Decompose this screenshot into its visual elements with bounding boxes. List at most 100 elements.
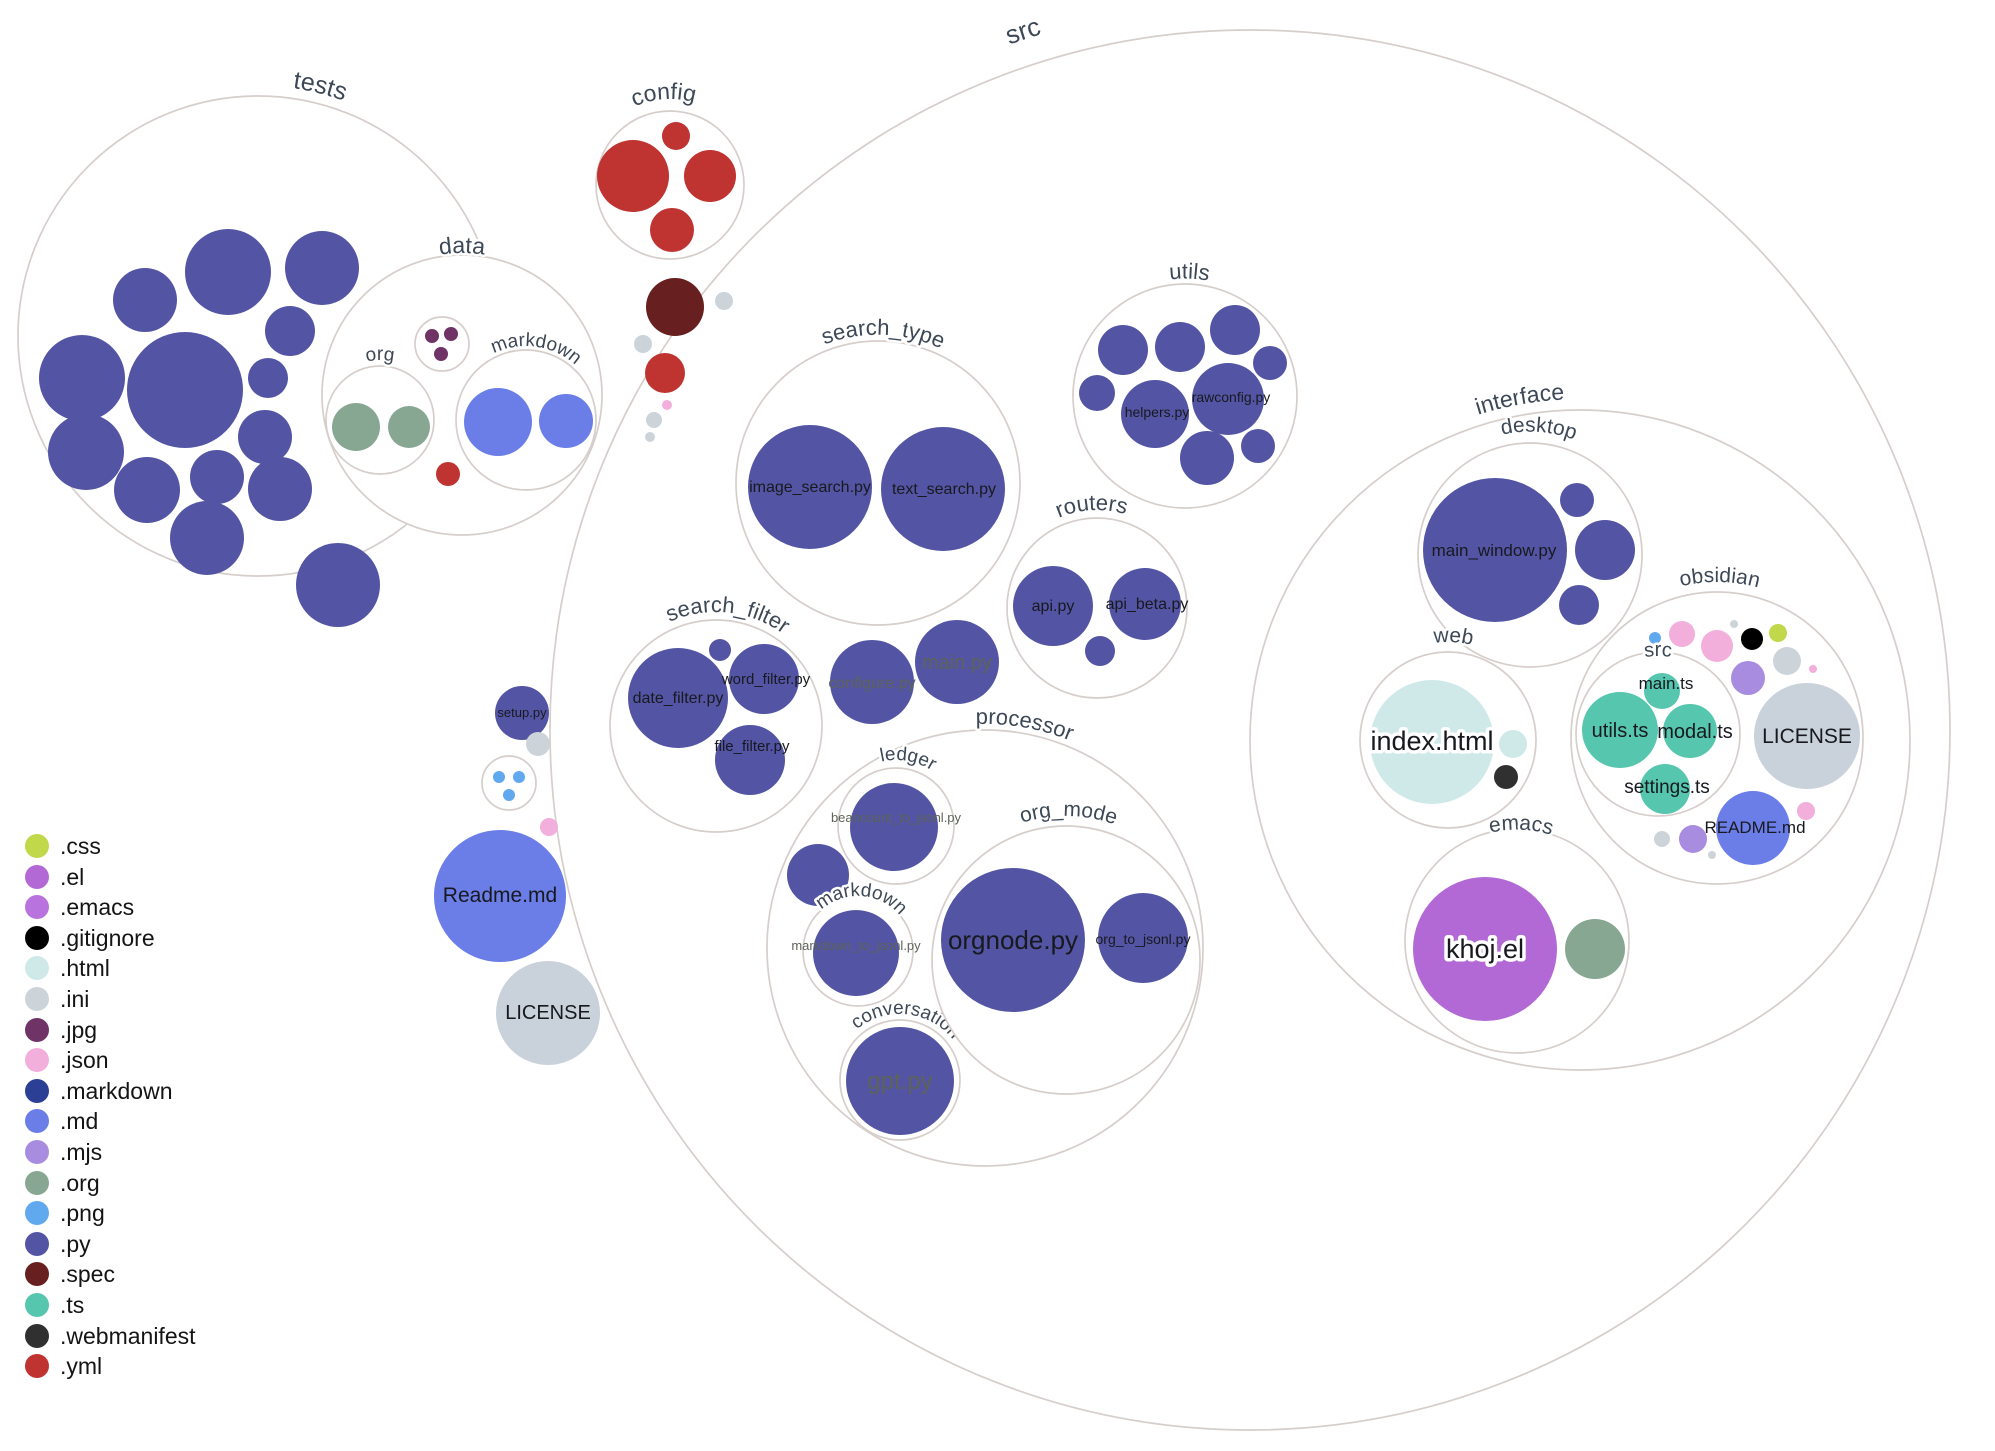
folder-src-label: src [999, 8, 1046, 52]
yml-file-circle [436, 462, 460, 486]
py-file-circle [1013, 566, 1093, 646]
py-file-circle [1192, 363, 1264, 435]
file-text-search-label: text_search.py [892, 481, 996, 498]
ini-file-circle [1708, 851, 1716, 859]
py-file-circle [830, 640, 914, 724]
py-file-circle [787, 844, 849, 906]
legend-swatch-css-icon [25, 834, 49, 858]
mjs-file-circle [1679, 825, 1707, 853]
file-configure-label: configure.py [828, 675, 915, 692]
svg-text:utils: utils [1168, 258, 1211, 285]
file-main-window-label: main_window.py [1432, 541, 1557, 560]
folder-data: org markdown data [321, 229, 603, 536]
ini-file-circle [645, 432, 655, 442]
folder-data-org-label: org [362, 341, 399, 368]
legend-label-spec: .spec [60, 1261, 115, 1287]
folder-routers: api.py api_beta.py routers [1006, 487, 1188, 699]
folder-utils-label: utils [1166, 256, 1214, 288]
md-file-circle [464, 388, 532, 456]
py-file-circle [495, 686, 549, 740]
folder-obsidian: LICENSE README.md main.ts utils.ts modal… [1570, 561, 1864, 885]
folder-interface: interface main_window.py desktop index.h… [1249, 376, 1911, 1071]
org-file-circle [388, 406, 430, 448]
py-file-circle [238, 410, 292, 464]
file-khoj-el-label: khoj.el [1446, 934, 1524, 964]
folder-src: src configure.py main.py image_search.py… [549, 8, 1951, 1431]
py-file-circle [1079, 375, 1115, 411]
file-word-filter-label: word_filter.py [721, 671, 811, 688]
folder-web: index.html web [1359, 621, 1537, 829]
license-file-circle [1754, 683, 1860, 789]
json-file-circle [1669, 621, 1695, 647]
py-file-circle [190, 450, 244, 504]
py-file-circle [114, 457, 180, 523]
org-file-circle [332, 403, 380, 451]
py-file-circle [39, 335, 125, 421]
svg-text:web: web [1432, 624, 1476, 650]
el-file-circle [1413, 877, 1557, 1021]
file-date-filter-label: date_filter.py [633, 690, 724, 707]
legend-swatch-png-icon [25, 1201, 49, 1225]
file-org-to-jsonl-label: org_to_jsonl.py [1096, 931, 1191, 947]
file-rawconfig-label: rawconfig.py [1192, 389, 1271, 405]
py-file-circle [1575, 520, 1635, 580]
jpg-file-circle [444, 327, 458, 341]
py-file-circle [941, 868, 1085, 1012]
legend-swatch-html-icon [25, 956, 49, 980]
legend-swatch-emacs-icon [25, 895, 49, 919]
ini-file-circle [526, 732, 550, 756]
folder-png-group-circle [481, 755, 537, 811]
py-file-circle [715, 725, 785, 795]
folder-search-type: image_search.py text_search.py search_ty… [735, 312, 1021, 626]
py-file-circle [1098, 325, 1148, 375]
json-file-circle [1797, 802, 1815, 820]
root-files: setup.py Readme.md LICENSE [296, 278, 733, 1065]
spec-file-circle [646, 278, 704, 336]
folder-routers-circle [1006, 517, 1188, 699]
legend-swatch-yml-icon [25, 1354, 49, 1378]
md-file-circle [539, 394, 593, 448]
gitignore-file-circle [1741, 628, 1763, 650]
folder-emacs: khoj.el emacs [1404, 809, 1630, 1054]
jpg-file-circle [425, 329, 439, 343]
py-file-circle [265, 306, 315, 356]
license-file-circle [496, 961, 600, 1065]
legend-label-html: .html [60, 955, 110, 981]
folder-org-mode: orgnode.py org_to_jsonl.py org_mode [931, 795, 1201, 1095]
legend-swatch-mjs-icon [25, 1140, 49, 1164]
yml-file-circle [684, 150, 736, 202]
legend-label-json: .json [60, 1047, 109, 1073]
ts-file-circle [1663, 704, 1717, 758]
file-file-filter-label: file_filter.py [714, 738, 790, 755]
legend-label-png: .png [60, 1200, 105, 1226]
file-obsidian-readme-label: README.md [1704, 818, 1805, 837]
jpg-file-circle [434, 347, 448, 361]
file-obsidian-license-label: LICENSE [1762, 725, 1852, 748]
legend-label-gitignore: .gitignore [60, 925, 155, 951]
py-file-circle [1560, 483, 1594, 517]
json-file-circle [1701, 630, 1733, 662]
folder-jpg-group-circle [414, 316, 470, 372]
folder-search-type-circle [735, 340, 1021, 626]
folder-data-images [414, 316, 470, 372]
py-file-circle [285, 231, 359, 305]
py-file-circle [170, 501, 244, 575]
ini-file-circle [634, 335, 652, 353]
folder-config: config [595, 75, 745, 260]
file-gpt-label: gpt.py [867, 1068, 932, 1095]
yml-file-circle [650, 208, 694, 252]
file-api-label: api.py [1032, 598, 1075, 615]
ini-file-circle [1654, 831, 1670, 847]
py-file-circle [1423, 478, 1567, 622]
file-setup-py-label: setup.py [497, 705, 547, 720]
py-file-circle [881, 427, 1005, 551]
html-file-circle [1370, 680, 1494, 804]
legend: .css .el .emacs .gitignore .html .ini .j… [25, 833, 196, 1379]
json-file-circle [1809, 665, 1817, 673]
ts-file-circle [1644, 673, 1680, 709]
py-file-circle [729, 644, 799, 714]
legend-swatch-gitignore-icon [25, 926, 49, 950]
legend-swatch-spec-icon [25, 1262, 49, 1286]
py-file-circle [915, 620, 999, 704]
folder-web-label: web [1429, 621, 1478, 652]
